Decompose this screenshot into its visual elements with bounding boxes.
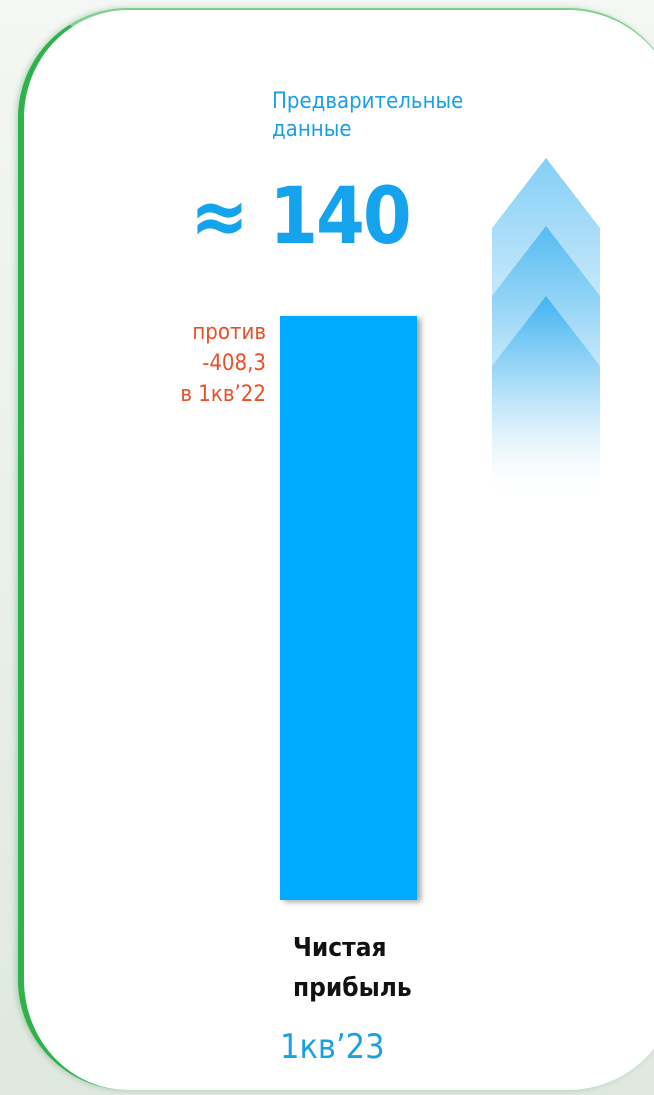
annotation: против -408,3 в 1кв’22 (150, 318, 266, 410)
category-label: Чистая прибыль (293, 933, 412, 1004)
subtitle: Предварительные данные (272, 89, 464, 142)
annotation-line: против (192, 320, 266, 345)
bar (280, 316, 417, 900)
annotation-line: в 1кв’22 (180, 381, 266, 407)
period-label: 1кв’23 (280, 1027, 385, 1067)
annotation-line: -408,3 (202, 350, 266, 376)
arrows (492, 158, 600, 500)
value-label: ≈ 140 (190, 172, 412, 262)
